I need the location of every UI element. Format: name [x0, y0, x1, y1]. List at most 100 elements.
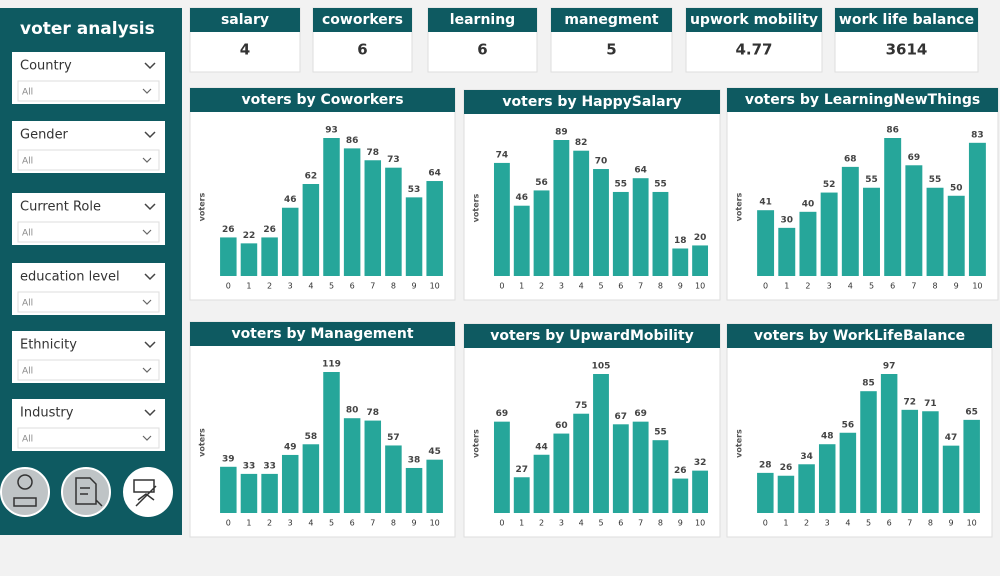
bar	[839, 432, 857, 513]
x-tick-label: 9	[411, 282, 416, 291]
bar	[905, 165, 923, 276]
bar	[553, 140, 570, 276]
data-label: 40	[802, 199, 815, 209]
data-label: 26	[263, 225, 276, 235]
data-label: 33	[243, 461, 256, 471]
kpi-label: upwork mobility	[690, 12, 818, 28]
data-label: 27	[515, 465, 528, 475]
dropdown[interactable]	[17, 291, 160, 313]
data-label: 32	[694, 458, 707, 468]
x-tick-label: 6	[350, 519, 355, 528]
x-tick-label: 10	[972, 282, 982, 291]
sidebar-title: voter analysis	[20, 19, 155, 39]
bar	[385, 167, 402, 276]
chart-header	[727, 324, 992, 348]
data-label: 78	[367, 408, 380, 418]
kpi-value: 4.77	[735, 41, 772, 59]
data-label: 55	[654, 428, 667, 438]
chevron	[144, 203, 156, 211]
bar	[405, 467, 423, 513]
data-label: 50	[950, 183, 963, 193]
x-tick-label: 5	[329, 519, 334, 528]
bar	[261, 237, 278, 276]
data-label: 69	[496, 409, 509, 419]
dropdown[interactable]	[17, 149, 160, 171]
data-label: 46	[515, 193, 528, 203]
bar	[901, 409, 919, 513]
x-tick-label: 4	[308, 282, 313, 291]
kpi-value: 6	[357, 41, 367, 59]
data-label: 60	[555, 421, 568, 431]
data-label: 71	[924, 399, 937, 409]
data-label: 73	[387, 155, 400, 165]
bar	[323, 138, 340, 276]
chevron	[144, 131, 156, 139]
data-label: 33	[263, 461, 276, 471]
dropdown[interactable]	[17, 221, 160, 243]
dropdown[interactable]	[17, 359, 160, 381]
y-axis-label: voters	[198, 192, 207, 221]
x-tick-label: 4	[308, 519, 313, 528]
data-label: 44	[535, 442, 548, 452]
chevron	[142, 435, 152, 441]
chart-title: voters by WorkLifeBalance	[754, 328, 965, 344]
bar	[302, 184, 320, 276]
data-label: 70	[595, 157, 608, 167]
x-tick-label: 3	[559, 282, 564, 291]
data-label: 58	[305, 432, 318, 442]
chart-header	[190, 322, 455, 346]
data-label: 26	[780, 463, 793, 473]
x-tick-label: 5	[598, 519, 603, 528]
data-label: 86	[346, 136, 359, 146]
chart-title: voters by UpwardMobility	[490, 328, 694, 344]
data-label: 74	[496, 150, 509, 160]
x-tick-label: 9	[948, 519, 953, 528]
data-label: 64	[428, 169, 441, 179]
bar	[632, 421, 649, 513]
data-label: 26	[674, 466, 687, 476]
data-label: 55	[929, 175, 942, 185]
data-label: 55	[865, 175, 878, 185]
data-label: 46	[284, 195, 297, 205]
chart-title: voters by LearningNewThings	[745, 92, 980, 108]
kpi-label: salary	[221, 12, 269, 28]
bar	[364, 160, 382, 276]
x-tick-label: 1	[519, 282, 524, 291]
slicer-label: education level	[20, 270, 120, 285]
chart-title: voters by Coworkers	[241, 92, 403, 108]
x-tick-label: 5	[866, 519, 871, 528]
kpi-label: manegment	[564, 12, 659, 28]
kpi-label: learning	[450, 12, 515, 28]
data-label: 62	[305, 172, 318, 182]
data-label: 52	[823, 180, 836, 190]
icon-button[interactable]	[61, 467, 111, 517]
x-tick-label: 10	[967, 519, 977, 528]
x-tick-label: 3	[825, 519, 830, 528]
y-axis-label: voters	[735, 192, 744, 221]
data-label: 41	[759, 198, 772, 208]
bar	[880, 374, 898, 513]
x-tick-label: 3	[288, 282, 293, 291]
bar	[553, 433, 570, 513]
kpi-header	[313, 8, 412, 32]
x-tick-label: 5	[869, 282, 874, 291]
kpi-value: 3614	[886, 41, 928, 59]
dropdown[interactable]	[17, 80, 160, 102]
x-tick-label: 6	[618, 519, 623, 528]
bar	[612, 191, 629, 276]
x-tick-label: 0	[499, 519, 504, 528]
x-tick-label: 0	[763, 282, 768, 291]
data-label: 38	[408, 455, 421, 465]
icon-button[interactable]	[0, 467, 50, 517]
bar	[426, 459, 443, 513]
data-label: 30	[781, 215, 794, 225]
data-label: 64	[634, 166, 647, 176]
bar	[261, 473, 278, 513]
x-tick-label: 9	[678, 282, 683, 291]
dropdown-value: All	[22, 367, 33, 377]
dropdown[interactable]	[17, 427, 160, 449]
chevron	[142, 229, 152, 235]
data-label: 47	[945, 433, 958, 443]
x-tick-label: 6	[890, 282, 895, 291]
